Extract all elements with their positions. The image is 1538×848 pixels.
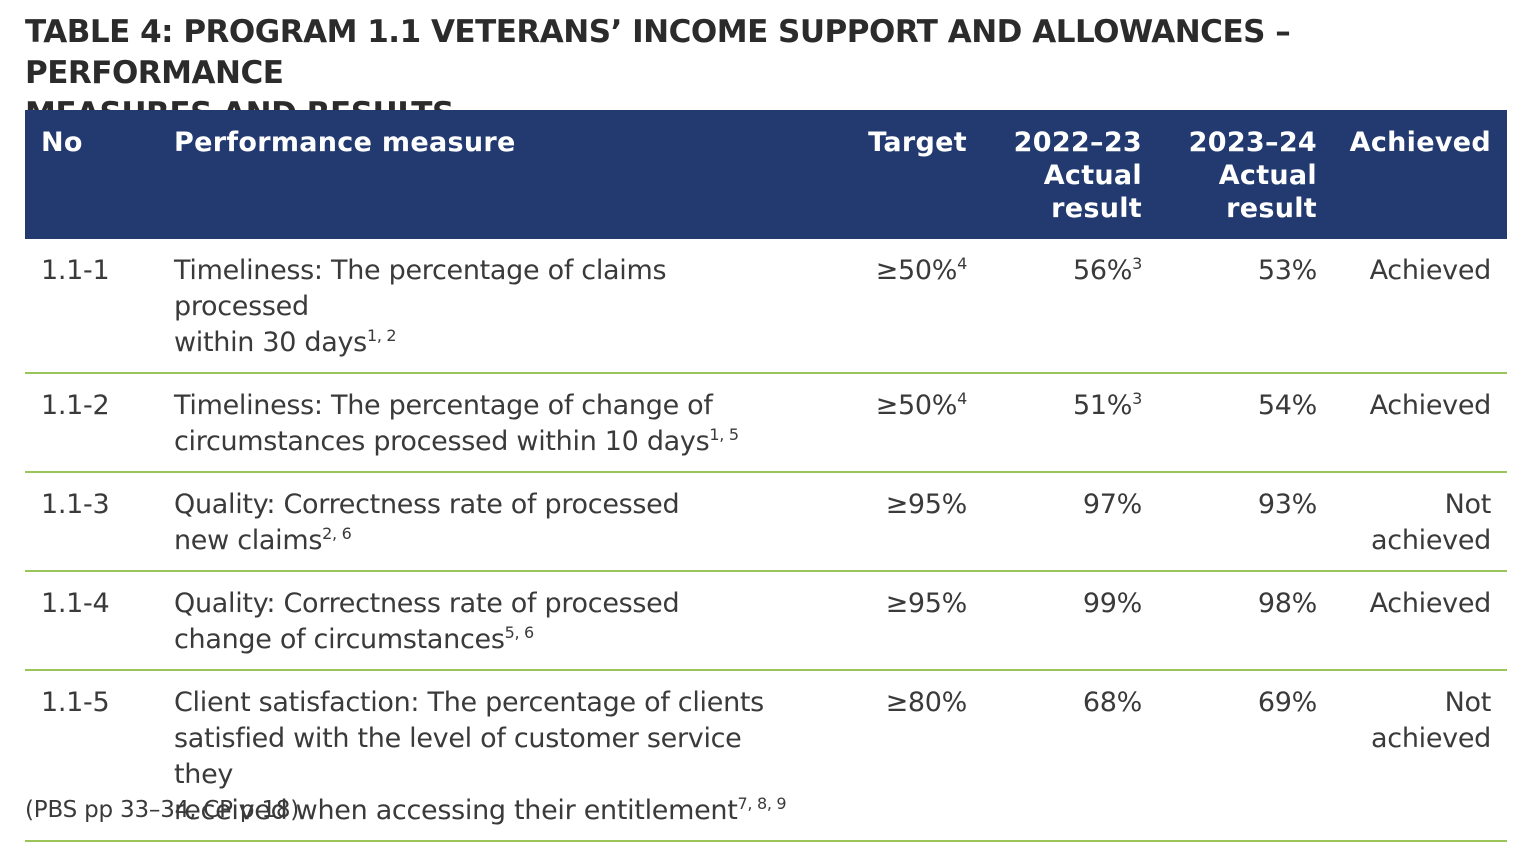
- measure-line: Timeliness: The percentage of change of: [174, 390, 713, 421]
- result-2022-23: 51%: [1072, 390, 1133, 421]
- cell-target: ≥50%4: [823, 373, 983, 472]
- cell-achieved: Achieved: [1333, 239, 1507, 373]
- header-2023-24-line: result: [1226, 193, 1317, 224]
- cell-achieved: Achieved: [1333, 571, 1507, 670]
- measure-line: Client satisfaction: The percentage of c…: [174, 687, 764, 718]
- footnote-ref: 2, 6: [322, 524, 352, 543]
- measure-line-wrap: within 30 days1, 2: [174, 325, 807, 361]
- cell-2022-23: 56%3: [983, 239, 1158, 373]
- footnote-ref: 4: [957, 389, 967, 408]
- footnote-ref: 3: [1132, 254, 1142, 273]
- cell-no: 1.1-2: [41, 390, 110, 421]
- target-value: ≥50%: [875, 255, 958, 286]
- header-achieved: Achieved: [1349, 127, 1491, 158]
- cell-measure: Timeliness: The percentage of claims pro…: [158, 239, 823, 373]
- table-row: 1.1-2 Timeliness: The percentage of chang…: [25, 373, 1507, 472]
- header-no: No: [41, 127, 83, 158]
- measure-line: within 30 days: [174, 327, 367, 358]
- cell-2023-24: 98%: [1257, 588, 1317, 619]
- achieved-status: Achieved: [1369, 390, 1492, 421]
- cell-2023-24: 69%: [1257, 687, 1317, 718]
- table-header: No Performance measure Target 2022–23 Ac…: [25, 110, 1507, 239]
- cell-measure: Client satisfaction: The percentage of c…: [158, 670, 823, 841]
- target-value: ≥50%: [875, 390, 958, 421]
- result-2022-23: 56%: [1072, 255, 1133, 286]
- footnote-ref: 5, 6: [504, 623, 535, 642]
- header-2023-24-line: 2023–24: [1188, 127, 1317, 158]
- measure-line-wrap: change of circumstances5, 6: [174, 622, 807, 658]
- header-2022-23-line: 2022–23: [1013, 127, 1142, 158]
- cell-2022-23: 99%: [983, 571, 1158, 670]
- cell-target: ≥95%: [823, 472, 983, 571]
- cell-no: 1.1-3: [41, 489, 110, 520]
- footnote-ref: 4: [957, 254, 967, 273]
- measure-line-wrap: new claims2, 6: [174, 523, 807, 559]
- measure-line: received when accessing their entitlemen…: [174, 795, 738, 826]
- table-row: 1.1-4 Quality: Correctness rate of proces…: [25, 571, 1507, 670]
- measure-line: new claims: [174, 525, 323, 556]
- cell-achieved: Not achieved: [1333, 670, 1507, 841]
- measure-line-wrap: received when accessing their entitlemen…: [174, 793, 807, 829]
- achieved-status: Achieved: [1369, 588, 1492, 619]
- title-line-2: MEASURES AND RESULTS: [25, 96, 454, 132]
- achieved-status: Not: [1444, 489, 1492, 520]
- source-note: (PBS pp 33–34, CP p 18): [25, 797, 300, 823]
- title-line-1: TABLE 4: PROGRAM 1.1 VETERANS’ INCOME SU…: [25, 14, 1291, 91]
- header-2023-24: 2023–24 Actual result: [1158, 110, 1333, 239]
- achieved-status: Not: [1444, 687, 1492, 718]
- cell-no: 1.1-1: [41, 255, 110, 286]
- cell-2022-23: 68%: [983, 670, 1158, 841]
- achieved-status: achieved: [1371, 723, 1491, 754]
- header-2022-23-line: Actual: [1043, 160, 1142, 191]
- measure-line: Quality: Correctness rate of processed: [174, 489, 680, 520]
- cell-no: 1.1-4: [41, 588, 110, 619]
- achieved-status: Achieved: [1369, 255, 1492, 286]
- header-2022-23: 2022–23 Actual result: [983, 110, 1158, 239]
- table-body: 1.1-1 Timeliness: The percentage of claim…: [25, 239, 1507, 841]
- measure-line: Quality: Correctness rate of processed: [174, 588, 680, 619]
- cell-no: 1.1-5: [41, 687, 110, 718]
- footnote-ref: 1, 2: [366, 326, 397, 345]
- measure-line: change of circumstances: [174, 624, 505, 655]
- cell-2023-24: 93%: [1257, 489, 1317, 520]
- achieved-status: achieved: [1371, 525, 1491, 556]
- table-row: 1.1-5 Client satisfaction: The percentage…: [25, 670, 1507, 841]
- cell-target: ≥95%: [823, 571, 983, 670]
- footnote-ref: 3: [1132, 389, 1142, 408]
- cell-target: ≥50%4: [823, 239, 983, 373]
- result-2022-23: 97%: [1082, 489, 1142, 520]
- cell-measure: Quality: Correctness rate of processed ne…: [158, 472, 823, 571]
- table-row: 1.1-1 Timeliness: The percentage of claim…: [25, 239, 1507, 373]
- measure-line-wrap: circumstances processed within 10 days1,…: [174, 424, 807, 460]
- target-value: ≥95%: [885, 588, 968, 619]
- result-2022-23: 99%: [1082, 588, 1142, 619]
- cell-measure: Quality: Correctness rate of processed ch…: [158, 571, 823, 670]
- header-target: Target: [868, 127, 967, 158]
- cell-achieved: Achieved: [1333, 373, 1507, 472]
- header-measure: Performance measure: [174, 127, 516, 158]
- measure-line: circumstances processed within 10 days: [174, 426, 710, 457]
- target-value: ≥95%: [885, 489, 968, 520]
- footnote-ref: 1, 5: [709, 425, 739, 444]
- footnote-ref: 7, 8, 9: [737, 794, 787, 813]
- header-2023-24-line: Actual: [1218, 160, 1317, 191]
- cell-measure: Timeliness: The percentage of change of c…: [158, 373, 823, 472]
- target-value: ≥80%: [885, 687, 968, 718]
- cell-2022-23: 97%: [983, 472, 1158, 571]
- measure-line: Timeliness: The percentage of claims pro…: [174, 255, 667, 322]
- cell-achieved: Not achieved: [1333, 472, 1507, 571]
- table-row: 1.1-3 Quality: Correctness rate of proces…: [25, 472, 1507, 571]
- header-row: No Performance measure Target 2022–23 Ac…: [25, 110, 1507, 239]
- header-2022-23-line: result: [1051, 193, 1142, 224]
- measure-line: satisfied with the level of customer ser…: [174, 723, 742, 790]
- performance-table: No Performance measure Target 2022–23 Ac…: [25, 110, 1507, 842]
- cell-target: ≥80%: [823, 670, 983, 841]
- page-title: TABLE 4: PROGRAM 1.1 VETERANS’ INCOME SU…: [25, 12, 1515, 135]
- cell-2023-24: 54%: [1257, 390, 1317, 421]
- result-2022-23: 68%: [1082, 687, 1142, 718]
- cell-2022-23: 51%3: [983, 373, 1158, 472]
- cell-2023-24: 53%: [1257, 255, 1317, 286]
